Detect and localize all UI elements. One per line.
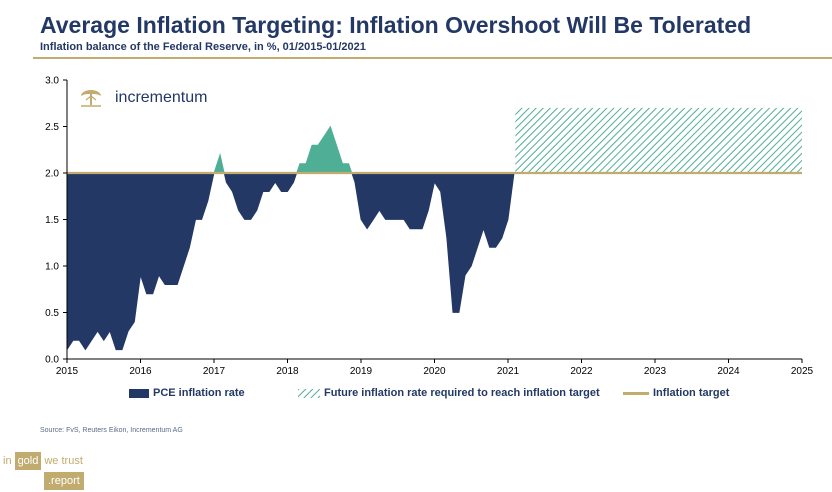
incrementum-logo-icon bbox=[78, 84, 104, 110]
y-tick-label-3: 1.5 bbox=[45, 215, 59, 226]
x-tick-label-3: 2018 bbox=[276, 366, 299, 377]
chart-subtitle: Inflation balance of the Federal Reserve… bbox=[40, 41, 366, 53]
y-tick-label-0: 0.0 bbox=[45, 355, 59, 366]
title-divider bbox=[33, 57, 832, 59]
pce-shortfall-area-4 bbox=[351, 172, 515, 313]
badge-word-in: in bbox=[3, 455, 12, 467]
y-tick-label-6: 3.0 bbox=[45, 76, 59, 87]
chart-title: Average Inflation Targeting: Inflation O… bbox=[40, 12, 752, 38]
x-tick-label-10: 2025 bbox=[791, 366, 814, 377]
x-tick-label-6: 2021 bbox=[497, 366, 520, 377]
badge-word-gold: gold bbox=[14, 452, 42, 470]
badge-report: .report bbox=[44, 472, 84, 490]
in-gold-we-trust-badge: in gold we trust bbox=[0, 452, 86, 470]
pce-overshoot-area-3 bbox=[296, 125, 353, 174]
x-tick-label-5: 2020 bbox=[423, 366, 446, 377]
legend-pce-label: PCE inflation rate bbox=[153, 387, 245, 400]
x-tick-label-7: 2022 bbox=[570, 366, 593, 377]
legend-pce: PCE inflation rate bbox=[129, 387, 245, 401]
y-tick-label-1: 0.5 bbox=[45, 308, 59, 319]
legend-future: Future inflation rate required to reach … bbox=[298, 387, 600, 401]
legend-target-label: Inflation target bbox=[653, 387, 730, 400]
legend-future-swatch bbox=[298, 388, 320, 398]
legend-target: Inflation target bbox=[623, 387, 729, 401]
badge-word-we-trust: we trust bbox=[44, 455, 83, 467]
source-note: Source: FvS, Reuters Eikon, Incrementum … bbox=[40, 427, 183, 434]
legend-pce-swatch bbox=[129, 388, 149, 398]
legend-target-swatch bbox=[623, 391, 649, 395]
legend-future-label: Future inflation rate required to reach … bbox=[324, 387, 600, 400]
pce-overshoot-area-1 bbox=[213, 152, 225, 174]
pce-shortfall-area-2 bbox=[223, 172, 298, 220]
x-tick-label-0: 2015 bbox=[56, 366, 79, 377]
pce-shortfall-area-0 bbox=[66, 172, 215, 352]
x-tick-label-2: 2017 bbox=[203, 366, 226, 377]
x-tick-label-4: 2019 bbox=[350, 366, 373, 377]
brand-name: incrementum bbox=[115, 89, 208, 106]
x-tick-label-1: 2016 bbox=[129, 366, 152, 377]
y-tick-label-5: 2.5 bbox=[45, 122, 59, 133]
y-tick-label-2: 1.0 bbox=[45, 262, 59, 273]
y-tick-label-4: 2.0 bbox=[45, 169, 59, 180]
x-tick-label-8: 2023 bbox=[644, 366, 667, 377]
future-required-area bbox=[515, 107, 802, 173]
x-tick-label-9: 2024 bbox=[717, 366, 740, 377]
inflation-chart: 0.0 0.5 1.0 1.5 2.0 2.5 3.0 2015 2016 2017 2018 201… bbox=[45, 76, 814, 378]
